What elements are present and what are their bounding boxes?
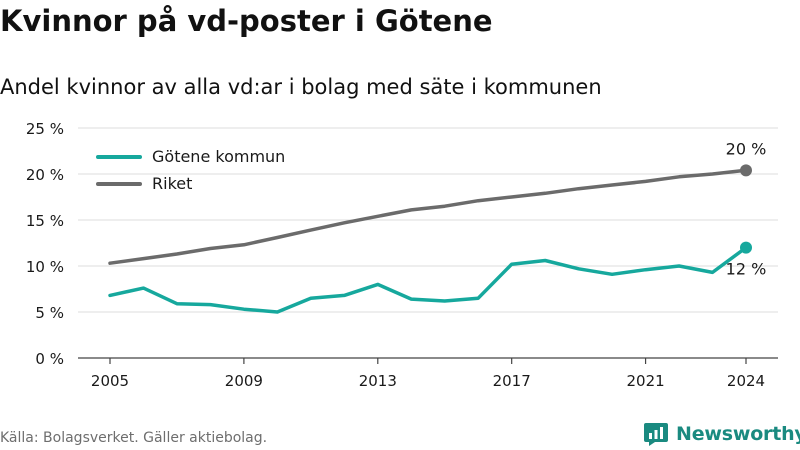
- y-tick-label: 20 %: [26, 166, 64, 184]
- y-tick-label: 10 %: [26, 258, 64, 276]
- x-tick-label: 2013: [359, 372, 397, 390]
- y-axis-tick-labels: 0 % 5 % 10 % 15 % 20 % 25 %: [26, 120, 64, 368]
- legend: Götene kommun Riket: [96, 147, 285, 193]
- series-end-marker-gotene: [740, 241, 752, 254]
- series-lines: [108, 164, 752, 314]
- brand-logo: Newsworthy: [643, 419, 800, 449]
- y-tick-label: 0 %: [35, 350, 64, 368]
- gridlines: [78, 127, 778, 313]
- series-line-riket: [108, 168, 748, 265]
- end-label-riket: 20 %: [726, 139, 767, 158]
- x-axis: 2005 2009 2013 2017 2021 2024: [78, 357, 778, 390]
- series-end-marker-riket: [740, 164, 752, 177]
- chart-title: Kvinnor på vd-poster i Götene: [0, 4, 493, 38]
- end-labels: 20 % 12 %: [726, 139, 767, 278]
- chart-subtitle: Andel kvinnor av alla vd:ar i bolag med …: [0, 75, 602, 99]
- source-note: Källa: Bolagsverket. Gäller aktiebolag.: [0, 430, 268, 446]
- series-line-gotene: [108, 245, 748, 314]
- x-tick-label: 2017: [493, 372, 531, 390]
- legend-label-gotene: Götene kommun: [152, 147, 285, 166]
- line-chart: 0 %5 %10 %15 %20 %25 % 2005 2009 2013 2017 2…: [26, 120, 778, 390]
- y-tick-label: 25 %: [26, 120, 64, 138]
- y-tick-label: 15 %: [26, 212, 64, 230]
- newsworthy-logo-icon: [644, 423, 668, 446]
- x-tick-label: 2024: [727, 372, 765, 390]
- x-tick-label: 2005: [91, 372, 129, 390]
- legend-label-riket: Riket: [152, 174, 192, 193]
- x-tick-label: 2009: [225, 372, 263, 390]
- y-tick-label: 5 %: [35, 304, 64, 322]
- x-tick-label: 2021: [626, 372, 664, 390]
- end-label-gotene: 12 %: [726, 260, 767, 279]
- brand-name: Newsworthy: [676, 423, 800, 445]
